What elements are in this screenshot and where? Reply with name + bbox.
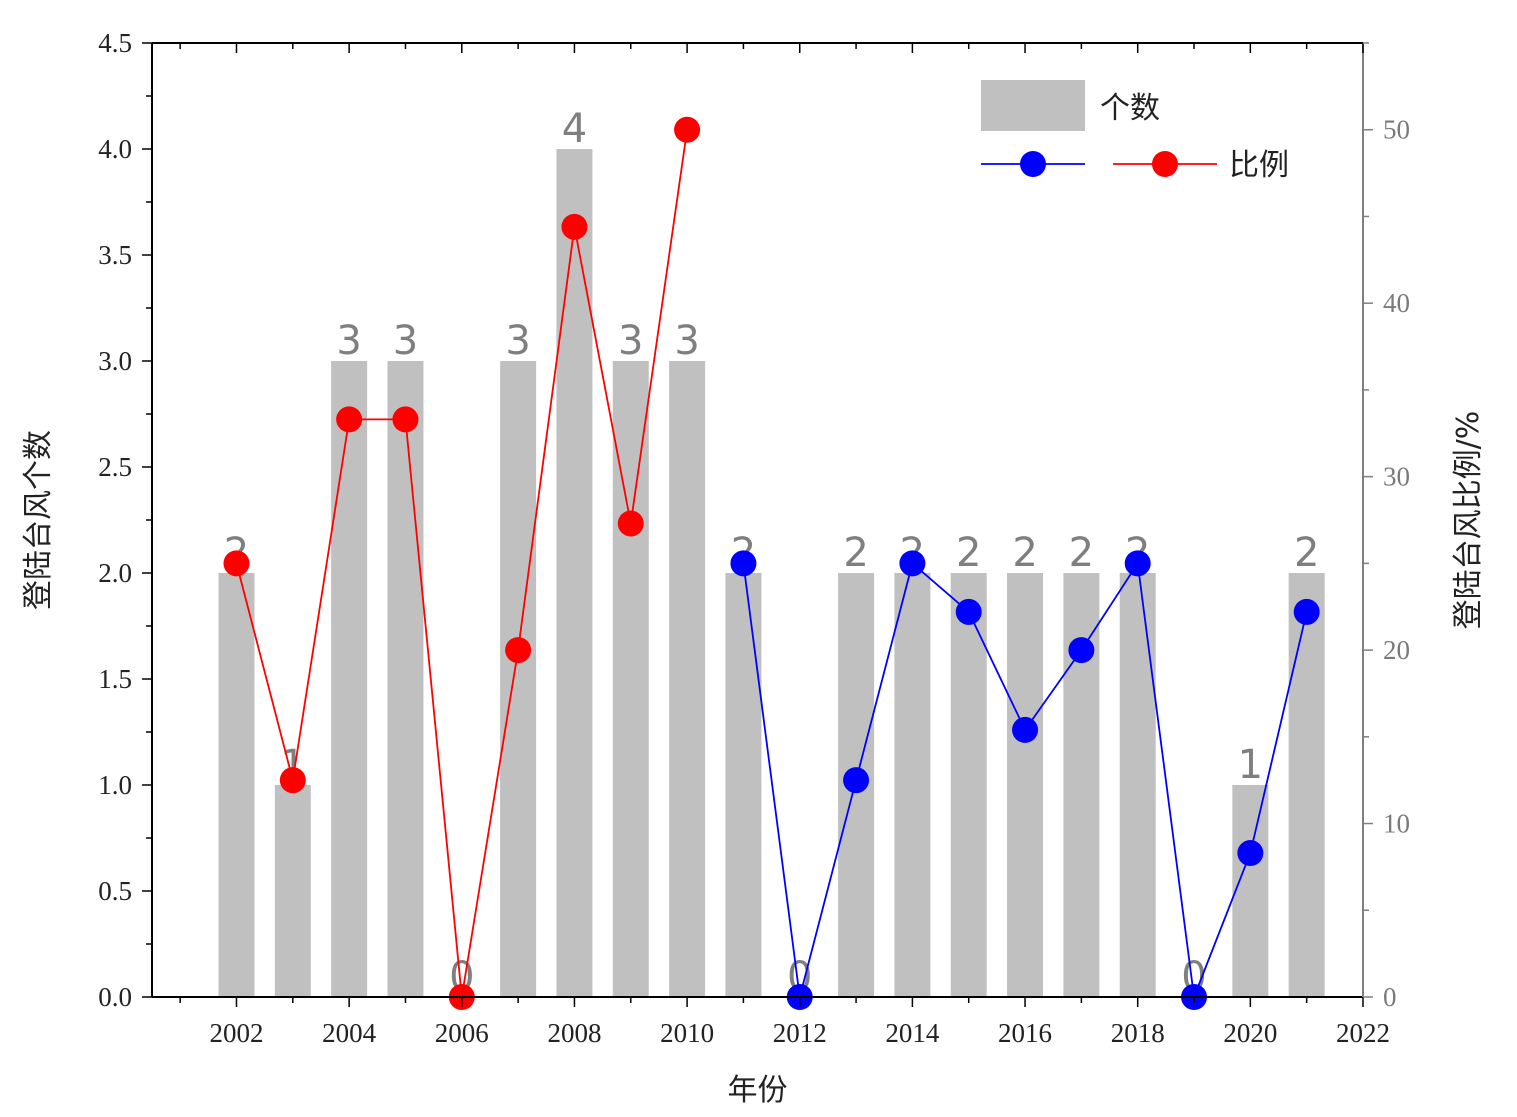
x-tick-label-2020: 2020: [1223, 1018, 1277, 1048]
bar-2007: [500, 361, 537, 997]
series-0-point-2008: [561, 213, 588, 240]
series-0-point-2002: [223, 550, 250, 577]
bar-2010: [669, 361, 706, 997]
y-right-tick-label-10: 10: [1383, 809, 1410, 839]
series-0-point-2003: [279, 767, 306, 794]
bar-value-label-2005: 3: [393, 318, 418, 364]
bar-2002: [218, 573, 255, 997]
series-1-point-2018: [1124, 550, 1151, 577]
x-tick-label-2012: 2012: [773, 1018, 827, 1048]
bar-2015: [950, 573, 987, 997]
bar-value-label-2008: 4: [562, 106, 587, 152]
x-axis-title: 年份: [728, 1073, 788, 1108]
bar-2016: [1007, 573, 1044, 997]
y-right-axis-title: 登陆台风比例/%: [1451, 411, 1486, 630]
bar-value-label-2016: 2: [1012, 530, 1037, 576]
bar-2009: [612, 361, 649, 997]
y-left-tick-label-3.5: 3.5: [98, 240, 132, 270]
series-1-point-2013: [843, 767, 870, 794]
bar-value-label-2020: 1: [1238, 742, 1263, 788]
bar-2004: [331, 361, 368, 997]
bar-2008: [556, 149, 593, 997]
y-left-tick-label-4.0: 4.0: [98, 134, 132, 164]
x-tick-label-2022: 2022: [1336, 1018, 1390, 1048]
series-1-point-2021: [1293, 598, 1320, 625]
series-1-point-2014: [899, 550, 926, 577]
x-tick-label-2010: 2010: [660, 1018, 714, 1048]
y-right-tick-label-40: 40: [1383, 288, 1410, 318]
bar-value-label-2007: 3: [505, 318, 530, 364]
bars-layer: [218, 149, 1325, 997]
series-1-point-2016: [1012, 716, 1039, 743]
y-right-tick-label-50: 50: [1383, 115, 1410, 145]
series-0-point-2010: [674, 116, 701, 143]
series-1-point-2020: [1237, 840, 1264, 867]
y-right-tick-label-30: 30: [1383, 462, 1410, 492]
bar-value-label-2004: 3: [336, 318, 361, 364]
bar-value-label-2015: 2: [956, 530, 981, 576]
bar-2014: [894, 573, 931, 997]
bar-value-label-2009: 3: [618, 318, 643, 364]
x-tick-label-2004: 2004: [322, 1018, 377, 1048]
y-left-tick-label-1.0: 1.0: [98, 770, 132, 800]
legend-red-marker: [1152, 151, 1178, 177]
series-1-point-2017: [1068, 637, 1095, 664]
bar-value-label-2013: 2: [843, 530, 868, 576]
y-left-tick-label-4.5: 4.5: [98, 28, 132, 58]
series-0-point-2005: [392, 406, 419, 433]
bar-2017: [1063, 573, 1100, 997]
x-tick-label-2014: 2014: [885, 1018, 940, 1048]
y-left-tick-label-0.5: 0.5: [98, 876, 132, 906]
y-right-tick-label-0: 0: [1383, 982, 1397, 1012]
series-0-point-2007: [505, 637, 532, 664]
y-left-tick-label-3.0: 3.0: [98, 346, 132, 376]
x-tick-label-2006: 2006: [435, 1018, 489, 1048]
bar-2005: [387, 361, 424, 997]
series-0-point-2004: [336, 406, 363, 433]
y-left-tick-label-0.0: 0.0: [98, 982, 132, 1012]
bar-value-label-2021: 2: [1294, 530, 1319, 576]
bar-value-label-2010: 3: [674, 318, 699, 364]
legend-bar-swatch: [981, 80, 1085, 131]
bar-2020: [1232, 785, 1269, 997]
y-right-tick-label-20: 20: [1383, 635, 1410, 665]
legend-blue-marker: [1020, 151, 1046, 177]
bar-2018: [1119, 573, 1156, 997]
x-tick-label-2016: 2016: [998, 1018, 1052, 1048]
series-1-point-2015: [955, 598, 982, 625]
legend-bar-label: 个数: [1100, 91, 1160, 126]
x-tick-label-2002: 2002: [209, 1018, 263, 1048]
y-left-tick-label-2.0: 2.0: [98, 558, 132, 588]
x-tick-label-2018: 2018: [1111, 1018, 1165, 1048]
axes-layer: 2002 2004 2006 2008 2010 2012 2014 2016 2018 2020…: [98, 28, 1410, 1048]
x-tick-label-2008: 2008: [547, 1018, 601, 1048]
y-left-axis-title: 登陆台风个数: [21, 430, 56, 610]
y-left-tick-label-2.5: 2.5: [98, 452, 132, 482]
bar-2021: [1288, 573, 1325, 997]
bar-value-label-2017: 2: [1069, 530, 1094, 576]
bar-2011: [725, 573, 762, 997]
bar-2003: [274, 785, 311, 997]
y-left-tick-label-1.5: 1.5: [98, 664, 132, 694]
legend: 个数 比例: [981, 80, 1289, 183]
legend-line-label: 比例: [1229, 148, 1289, 183]
series-0-point-2009: [617, 510, 644, 537]
series-1-point-2011: [730, 550, 757, 577]
